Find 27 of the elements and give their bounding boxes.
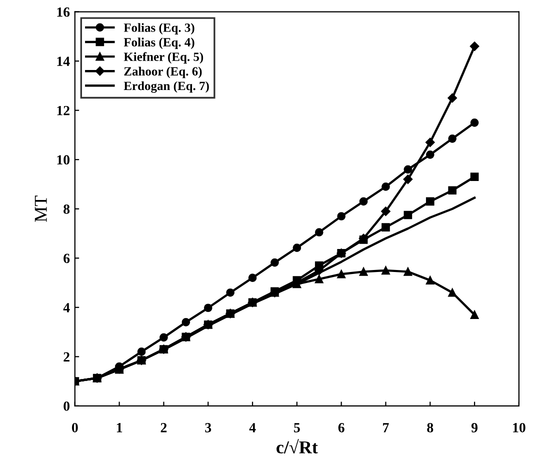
y-axis-title: MT <box>34 196 47 222</box>
y-tick-label: 2 <box>64 352 70 362</box>
x-tick-label: 3 <box>205 423 212 432</box>
legend-label: Erdogan (Eq. 7) <box>124 81 209 93</box>
legend-label: Zahoor (Eq. 6) <box>124 66 202 78</box>
x-tick-label: 8 <box>427 422 434 432</box>
y-tick-label: 4 <box>63 303 70 312</box>
x-tick-label: 6 <box>338 423 344 432</box>
y-tick-label: 8 <box>64 204 70 214</box>
y-tick-label: 16 <box>57 7 70 17</box>
x-tick-label: 2 <box>160 423 167 432</box>
x-tick-label: 5 <box>294 423 300 432</box>
x-tick-label: 4 <box>249 423 256 432</box>
x-axis-title: c/√Rt <box>276 438 318 454</box>
y-tick-label: 0 <box>64 402 70 411</box>
y-tick-label: 14 <box>57 56 70 66</box>
x-tick-label: 0 <box>72 422 78 432</box>
y-tick-label: 6 <box>64 254 70 264</box>
y-tick-label: 12 <box>57 106 70 116</box>
x-tick-label: 7 <box>383 423 389 432</box>
x-tick-label: 10 <box>513 422 526 432</box>
legend-label: Folias (Eq. 3) <box>124 23 194 34</box>
x-tick-label: 1 <box>116 423 122 432</box>
legend-label: Folias (Eq. 4) <box>124 38 194 49</box>
y-tick-label: 10 <box>57 155 70 165</box>
legend-label: Kiefner (Eq. 5) <box>124 52 204 64</box>
x-tick-label: 9 <box>471 423 478 432</box>
